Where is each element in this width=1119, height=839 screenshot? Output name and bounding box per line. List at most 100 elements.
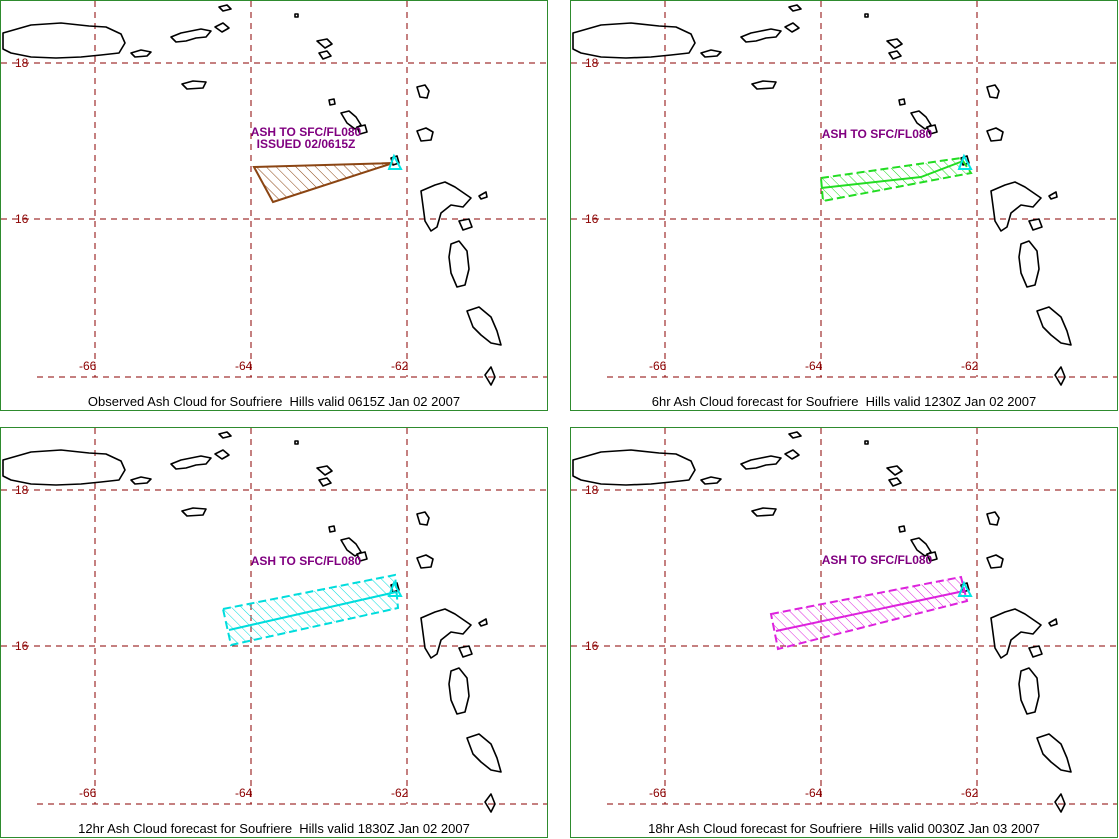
puerto-rico-coast	[2, 22, 126, 59]
st-martin-coast	[318, 50, 332, 60]
antigua-coast	[986, 127, 1004, 142]
barbuda-coast	[416, 511, 430, 526]
ash-annotation-text: ASH TO SFC/FL080	[822, 553, 933, 567]
virgin-islands-coast	[740, 28, 782, 43]
guadeloupe-coast	[990, 608, 1042, 659]
longitude-label: -62	[391, 359, 409, 373]
st-martin-coast	[888, 477, 902, 487]
marie-galante-coast	[458, 218, 473, 231]
ash-cloud-polygon	[221, 573, 400, 647]
desirade-coast	[478, 618, 488, 627]
virgin-gorda-coast	[784, 22, 800, 33]
panel-18hr-forecast: 18 16 -66 -64 -62 ASH TO SFC/FL080 18hr Ash C…	[570, 427, 1118, 838]
ash-annotation-text: ASH TO SFC/FL080	[251, 554, 362, 568]
longitude-label: -66	[79, 786, 97, 800]
sombrero-coast	[864, 440, 869, 445]
longitude-label: -64	[805, 786, 823, 800]
antigua-coast	[986, 554, 1004, 569]
st-croix-coast	[751, 507, 777, 517]
desirade-coast	[478, 191, 488, 200]
st-martin-coast	[318, 477, 332, 487]
panel-12hr-forecast: 18 16 -66 -64 -62 ASH TO SFC/FL080 12hr Ash C…	[0, 427, 548, 838]
antigua-coast	[416, 127, 434, 142]
guadeloupe-coast	[420, 181, 472, 232]
sombrero-coast	[864, 13, 869, 18]
panel-caption: Observed Ash Cloud for Soufriere Hills v…	[87, 394, 461, 409]
st-lucia-coast	[1054, 793, 1066, 813]
anegada-coast	[788, 431, 802, 439]
ash-cloud-trajectory	[228, 591, 397, 631]
vieques-coast	[130, 49, 152, 58]
ash-annotation-text: ASH TO SFC/FL080	[822, 127, 933, 141]
panel-caption: 18hr Ash Cloud forecast for Soufriere Hi…	[648, 821, 1040, 836]
guadeloupe-coast	[990, 181, 1042, 232]
barbuda-coast	[986, 511, 1000, 526]
st-kitts-coast	[910, 110, 932, 130]
vieques-coast	[130, 476, 152, 485]
marie-galante-coast	[1028, 645, 1043, 658]
longitude-label: -62	[391, 786, 409, 800]
st-lucia-coast	[484, 366, 496, 386]
anguilla-coast	[316, 38, 333, 49]
st-lucia-coast	[1054, 366, 1066, 386]
barbuda-coast	[986, 84, 1000, 99]
longitude-label: -66	[79, 359, 97, 373]
latitude-label: 16	[585, 639, 599, 653]
latitude-label: 18	[585, 483, 599, 497]
vieques-coast	[700, 49, 722, 58]
virgin-islands-coast	[170, 455, 212, 470]
saba-coast	[898, 98, 906, 106]
ash-cloud	[252, 162, 394, 204]
marie-galante-coast	[458, 645, 473, 658]
dominica-coast	[1018, 667, 1040, 715]
ash-cloud-polygon	[252, 162, 394, 204]
dominica-coast	[448, 240, 470, 288]
latitude-label: 18	[15, 483, 29, 497]
volcano-marker-icon	[957, 153, 973, 170]
panel-6hr-forecast: 18 16 -66 -64 -62 ASH TO SFC/FL080 6hr Ash Cl…	[570, 0, 1118, 411]
ash-annotation-text: ASH TO SFC/FL080	[251, 125, 362, 139]
ash-annotation-text: ISSUED 02/0615Z	[257, 137, 356, 151]
saba-coast	[328, 98, 336, 106]
martinique-coast	[466, 733, 502, 773]
puerto-rico-coast	[572, 449, 696, 486]
st-kitts-coast	[340, 537, 362, 557]
marie-galante-coast	[1028, 218, 1043, 231]
virgin-islands-coast	[740, 455, 782, 470]
longitude-label: -62	[961, 786, 979, 800]
martinique-coast	[466, 306, 502, 346]
st-lucia-coast	[484, 793, 496, 813]
latitude-label: 18	[15, 56, 29, 70]
desirade-coast	[1048, 618, 1058, 627]
virgin-gorda-coast	[784, 449, 800, 460]
map-canvas-12hr: 18 16 -66 -64 -62 ASH TO SFC/FL080	[1, 428, 547, 813]
vieques-coast	[700, 476, 722, 485]
panel-observed: 18 16 -66 -64 -62 ASH TO SFC/FL080 ISSUED 02/0…	[0, 0, 548, 411]
map-canvas-6hr: 18 16 -66 -64 -62 ASH TO SFC/FL080	[571, 1, 1117, 386]
volcano-marker-icon	[387, 580, 403, 597]
antigua-coast	[416, 554, 434, 569]
sombrero-coast	[294, 13, 299, 18]
st-croix-coast	[751, 80, 777, 90]
longitude-label: -66	[649, 359, 667, 373]
virgin-gorda-coast	[214, 449, 230, 460]
nevis-coast	[926, 551, 938, 562]
longitude-label: -62	[961, 359, 979, 373]
map-canvas-18hr: 18 16 -66 -64 -62 ASH TO SFC/FL080	[571, 428, 1117, 813]
anguilla-coast	[886, 465, 903, 476]
puerto-rico-coast	[572, 22, 696, 59]
longitude-label: -66	[649, 786, 667, 800]
dominica-coast	[448, 667, 470, 715]
guadeloupe-coast	[420, 608, 472, 659]
ash-cloud	[769, 575, 969, 651]
virgin-gorda-coast	[214, 22, 230, 33]
anegada-coast	[218, 4, 232, 12]
nevis-coast	[926, 124, 938, 135]
ash-cloud-trajectory	[775, 590, 965, 632]
nevis-coast	[356, 551, 368, 562]
ash-cloud-polygon	[769, 575, 969, 651]
ash-cloud-trajectory	[820, 160, 964, 189]
longitude-label: -64	[235, 359, 253, 373]
longitude-label: -64	[805, 359, 823, 373]
